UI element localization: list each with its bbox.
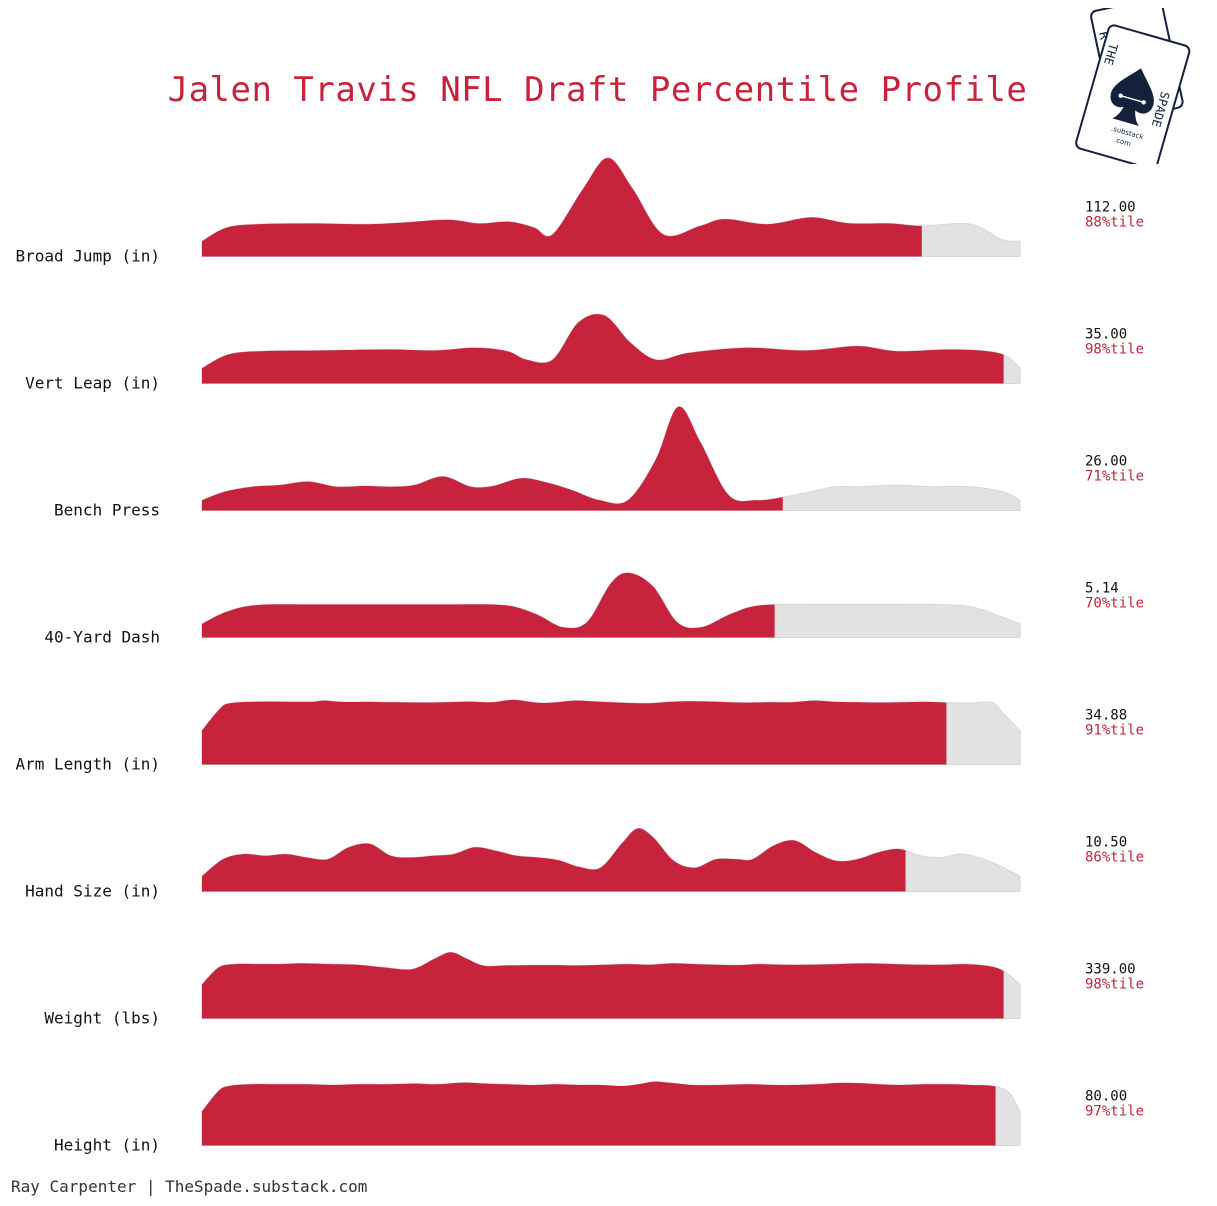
- density-percentile-area: [202, 828, 906, 892]
- metric-label: Hand Size (in): [25, 882, 160, 901]
- metric-value: 5.14: [1085, 581, 1119, 597]
- density-percentile-area: [202, 1081, 996, 1146]
- metric-percentile: 70%tile: [1085, 596, 1144, 612]
- metric-percentile: 98%tile: [1085, 342, 1144, 358]
- density-percentile-area: [202, 406, 783, 511]
- metric-percentile: 91%tile: [1085, 723, 1144, 739]
- chart-title: Jalen Travis NFL Draft Percentile Profil…: [167, 70, 1028, 110]
- footer-credit: Ray Carpenter | TheSpade.substack.com: [11, 1177, 368, 1196]
- metric-value: 26.00: [1085, 454, 1127, 470]
- spade-dot-icon: [1141, 100, 1146, 105]
- metric-label: Arm Length (in): [16, 755, 161, 774]
- metric-percentile: 71%tile: [1085, 469, 1144, 485]
- density-percentile-area: [202, 699, 947, 765]
- metric-label: Weight (lbs): [44, 1009, 160, 1028]
- spade-playing-cards-icon: R C THE SPADE .substack .com: [1075, 8, 1191, 164]
- metric-label: 40-Yard Dash: [44, 628, 160, 647]
- metric-value: 80.00: [1085, 1089, 1127, 1105]
- metric-value: 35.00: [1085, 327, 1127, 343]
- metric-percentile: 97%tile: [1085, 1104, 1144, 1120]
- spade-line-icon: [1120, 94, 1144, 104]
- density-percentile-area: [202, 314, 1004, 384]
- metric-percentile: 88%tile: [1085, 215, 1144, 231]
- spade-icon: [1110, 68, 1154, 126]
- metric-label: Bench Press: [54, 501, 160, 520]
- metric-label: Vert Leap (in): [25, 374, 160, 393]
- metric-percentile: 86%tile: [1085, 850, 1144, 866]
- metric-label: Height (in): [54, 1136, 160, 1155]
- metric-label: Broad Jump (in): [16, 247, 161, 266]
- metric-value: 10.50: [1085, 835, 1127, 851]
- metric-percentile: 98%tile: [1085, 977, 1144, 993]
- front-card-left-text: THE: [1101, 42, 1120, 67]
- density-percentile-area: [202, 572, 775, 638]
- metric-value: 34.88: [1085, 708, 1127, 724]
- density-percentile-area: [202, 157, 922, 257]
- metric-value: 112.00: [1085, 200, 1136, 216]
- spade-dot-icon: [1118, 93, 1123, 98]
- metric-value: 339.00: [1085, 962, 1136, 978]
- density-percentile-area: [202, 952, 1004, 1019]
